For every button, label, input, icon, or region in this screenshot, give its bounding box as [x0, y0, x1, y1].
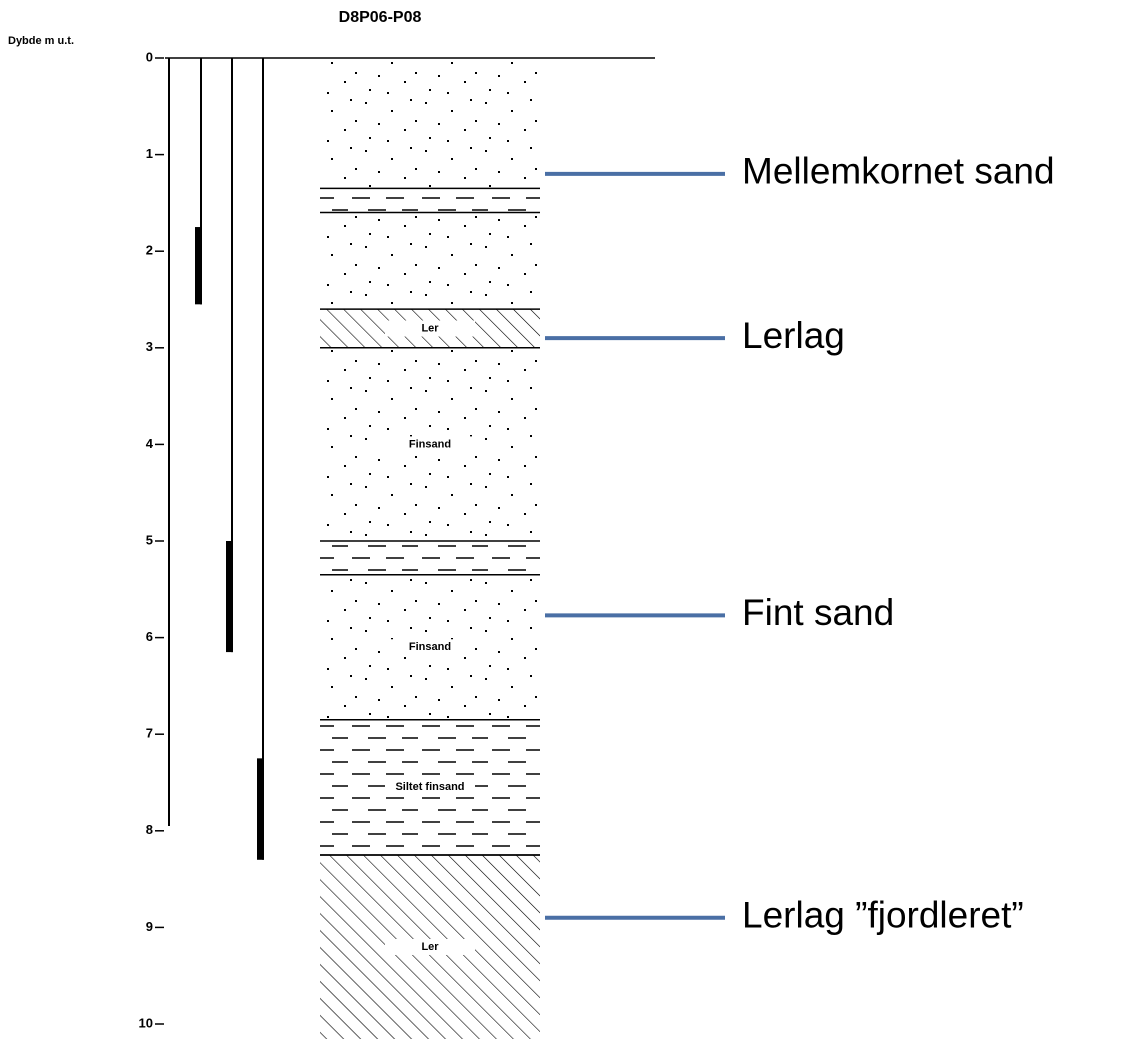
layer-label: Finsand: [409, 641, 451, 653]
layer-label: Siltet finsand: [395, 781, 464, 793]
label-bg: [385, 938, 475, 955]
label-bg: [385, 779, 475, 796]
axis-label: Dybde m u.t.: [8, 35, 74, 47]
tick-label: 3: [146, 339, 153, 354]
label-bg: [385, 320, 475, 337]
layer: [320, 212, 540, 310]
layer-label: Ler: [421, 322, 439, 334]
annotation: Fint sand: [742, 592, 894, 633]
tick-label: 10: [139, 1015, 153, 1030]
layer: [320, 188, 540, 213]
sounding-bar: [257, 758, 264, 860]
sounding-bar: [195, 227, 202, 305]
label-bg: [385, 436, 475, 453]
tick-label: 7: [146, 726, 153, 741]
layer-label: Finsand: [409, 438, 451, 450]
sounding-bar: [226, 541, 233, 653]
label-bg: [385, 639, 475, 656]
annotation: Lerlag ”fjordleret”: [742, 895, 1024, 936]
annotation: Mellemkornet sand: [742, 151, 1055, 192]
title: D8P06-P08: [339, 9, 422, 26]
layer: [320, 58, 540, 189]
tick-label: 6: [146, 629, 153, 644]
layer: [320, 541, 540, 575]
tick-label: 4: [146, 436, 154, 451]
tick-label: 9: [146, 919, 153, 934]
tick-label: 0: [146, 49, 153, 64]
annotation: Lerlag: [742, 315, 845, 356]
tick-label: 5: [146, 532, 153, 547]
tick-label: 8: [146, 822, 153, 837]
layer-label: Ler: [421, 941, 439, 953]
tick-label: 2: [146, 243, 153, 258]
tick-label: 1: [146, 146, 153, 161]
